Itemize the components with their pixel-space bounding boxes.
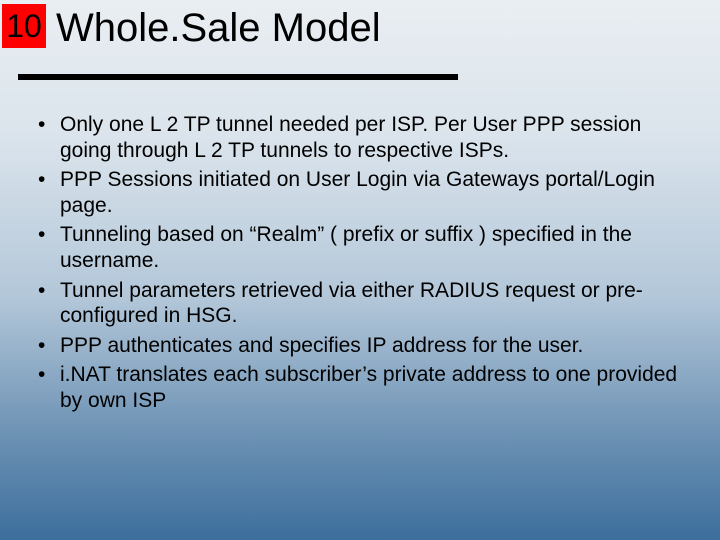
bullet-list: Only one L 2 TP tunnel needed per ISP. P… xyxy=(38,112,680,418)
list-item: i.NAT translates each subscriber’s priva… xyxy=(38,362,680,413)
title-underline xyxy=(18,74,458,80)
list-item: PPP authenticates and specifies IP addre… xyxy=(38,333,680,359)
list-item: PPP Sessions initiated on User Login via… xyxy=(38,167,680,218)
list-item: Tunnel parameters retrieved via either R… xyxy=(38,278,680,329)
slide-title: Whole.Sale Model xyxy=(56,6,381,51)
list-item: Only one L 2 TP tunnel needed per ISP. P… xyxy=(38,112,680,163)
list-item: Tunneling based on “Realm” ( prefix or s… xyxy=(38,222,680,273)
slide-number-badge: 10 xyxy=(2,4,46,48)
slide: 10 Whole.Sale Model Only one L 2 TP tunn… xyxy=(0,0,720,540)
